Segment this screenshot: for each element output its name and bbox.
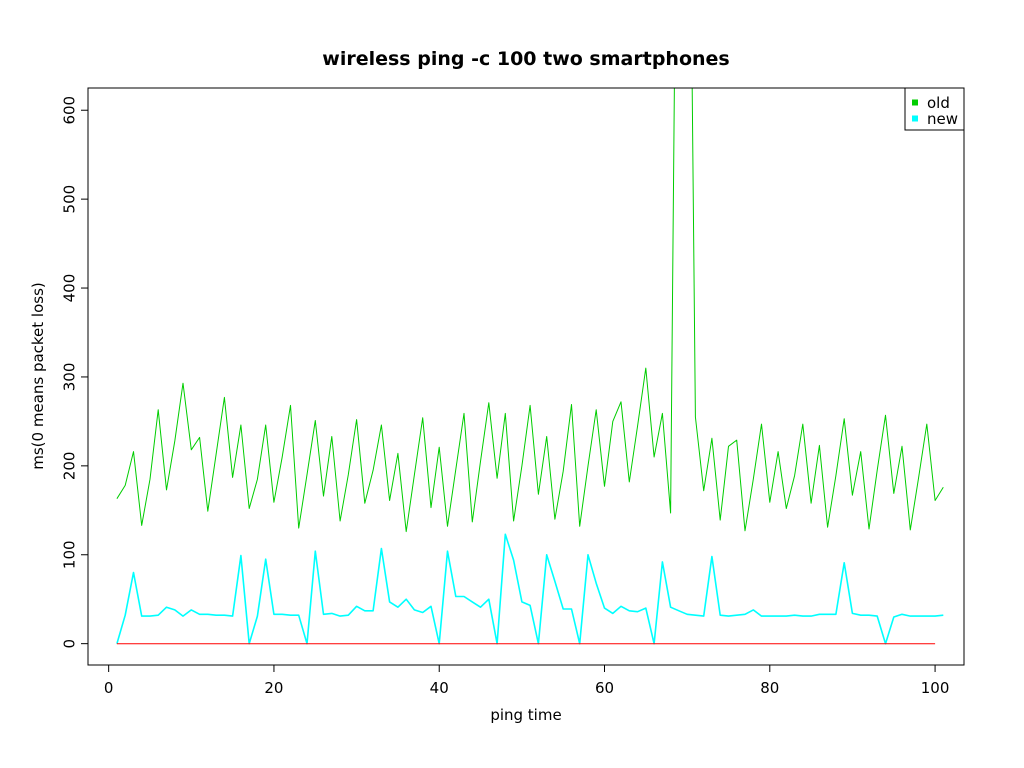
y-tick-label: 600 bbox=[61, 96, 79, 125]
plot-frame bbox=[87, 87, 965, 666]
x-tick-label: 20 bbox=[264, 679, 283, 697]
y-tick-label: 0 bbox=[61, 639, 79, 649]
series-line-new bbox=[116, 533, 944, 645]
legend-swatch-old bbox=[912, 99, 918, 106]
legend-box bbox=[904, 87, 965, 131]
series-layer bbox=[116, 88, 944, 645]
x-tick-label: 100 bbox=[921, 679, 950, 697]
y-tick-label: 400 bbox=[61, 274, 79, 303]
x-tick-label: 40 bbox=[430, 679, 449, 697]
x-axis: 0 20 40 60 80 100 bbox=[104, 664, 950, 697]
series-line-old bbox=[116, 88, 944, 533]
y-tick-label: 100 bbox=[61, 540, 79, 569]
x-tick-label: 60 bbox=[595, 679, 614, 697]
y-tick-label: 200 bbox=[61, 452, 79, 481]
chart-title: wireless ping -c 100 two smartphones bbox=[322, 48, 729, 70]
x-axis-label: ping time bbox=[490, 706, 561, 724]
legend-label-new: new bbox=[927, 110, 958, 128]
x-tick-label: 80 bbox=[760, 679, 779, 697]
legend-swatch-new bbox=[912, 115, 918, 122]
legend-label-old: old bbox=[927, 94, 950, 112]
y-tick-label: 300 bbox=[61, 363, 79, 392]
y-axis-label: ms(0 means packet loss) bbox=[29, 282, 47, 470]
y-tick-label: 500 bbox=[61, 185, 79, 214]
x-tick-label: 0 bbox=[104, 679, 114, 697]
y-axis: 0 100 200 300 400 500 600 bbox=[61, 96, 89, 649]
